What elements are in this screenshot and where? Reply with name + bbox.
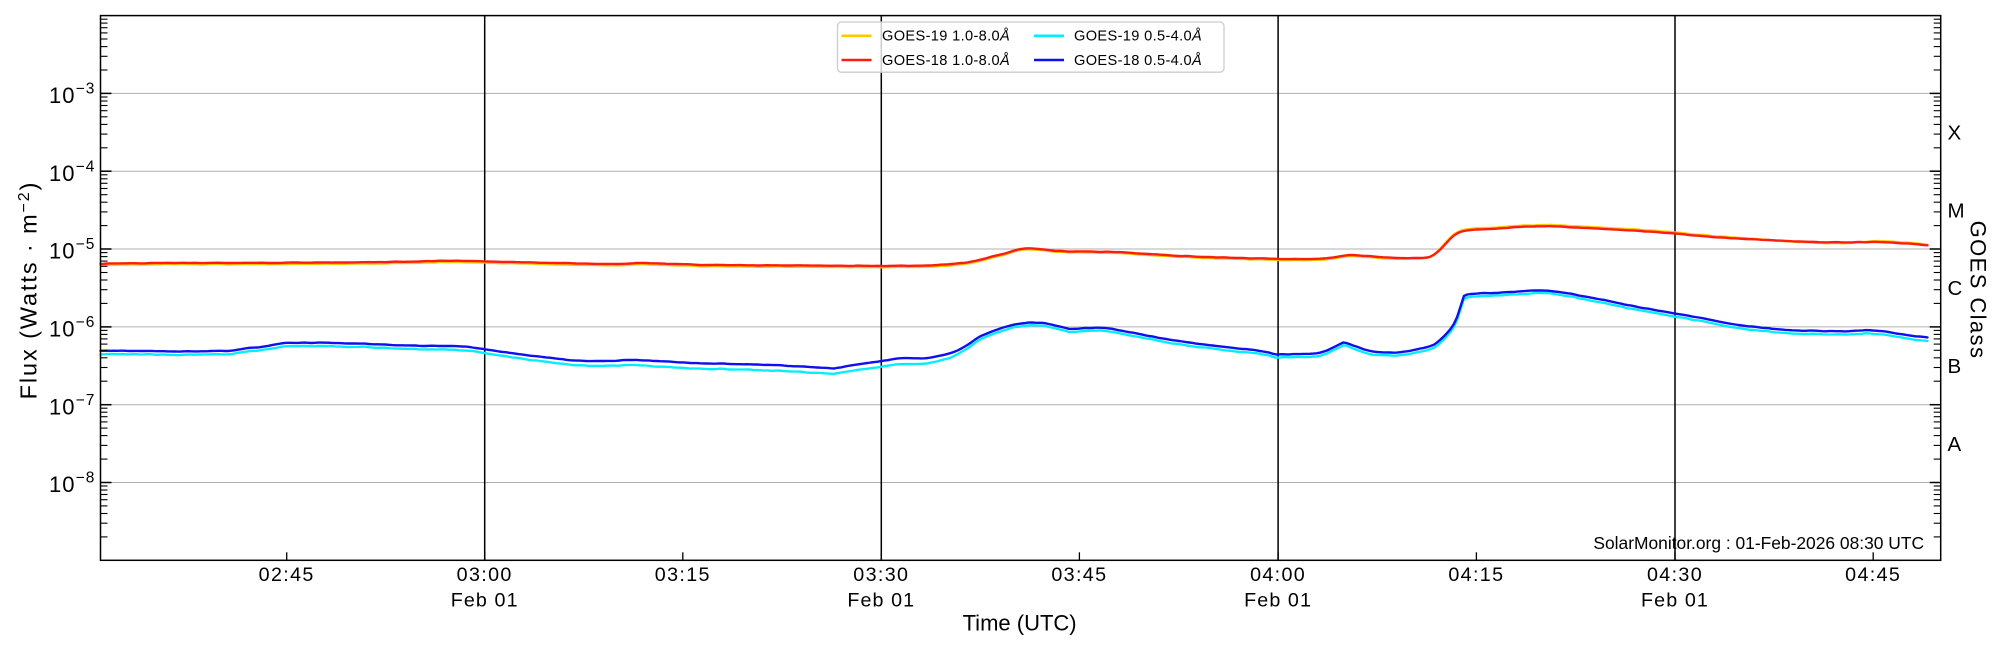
svg-text:GOES-18 0.5-4.0Å: GOES-18 0.5-4.0Å [1074,52,1202,69]
svg-text:X: X [1948,122,1962,145]
svg-text:SolarMonitor.org : 01-Feb-2026: SolarMonitor.org : 01-Feb-2026 08:30 UTC [1593,533,1924,553]
svg-text:04:30: 04:30 [1647,564,1703,586]
svg-text:04:00: 04:00 [1250,564,1306,586]
svg-text:Flux (Watts · m−2): Flux (Watts · m−2) [16,181,42,400]
svg-text:GOES-18 1.0-8.0Å: GOES-18 1.0-8.0Å [882,52,1010,69]
svg-text:03:15: 03:15 [655,564,711,586]
svg-text:Feb 01: Feb 01 [847,590,915,612]
svg-text:10−4: 10−4 [49,158,96,185]
svg-text:04:15: 04:15 [1448,564,1504,586]
svg-text:B: B [1948,355,1962,378]
svg-text:03:30: 03:30 [853,564,909,586]
svg-text:10−6: 10−6 [49,314,96,341]
svg-text:GOES Class: GOES Class [1966,221,1991,360]
svg-text:GOES-19 1.0-8.0Å: GOES-19 1.0-8.0Å [882,28,1010,45]
svg-text:GOES-19 0.5-4.0Å: GOES-19 0.5-4.0Å [1074,28,1202,45]
svg-text:03:00: 03:00 [457,564,513,586]
svg-text:Feb 01: Feb 01 [1244,590,1312,612]
svg-text:10−3: 10−3 [49,81,96,108]
svg-text:M: M [1948,199,1965,222]
svg-text:04:45: 04:45 [1845,564,1901,586]
svg-text:A: A [1948,433,1962,456]
svg-text:Feb 01: Feb 01 [1641,590,1709,612]
svg-text:02:45: 02:45 [259,564,315,586]
svg-text:Feb 01: Feb 01 [451,590,519,612]
svg-text:C: C [1948,277,1963,300]
svg-text:Time (UTC): Time (UTC) [963,611,1077,636]
svg-text:03:45: 03:45 [1051,564,1107,586]
